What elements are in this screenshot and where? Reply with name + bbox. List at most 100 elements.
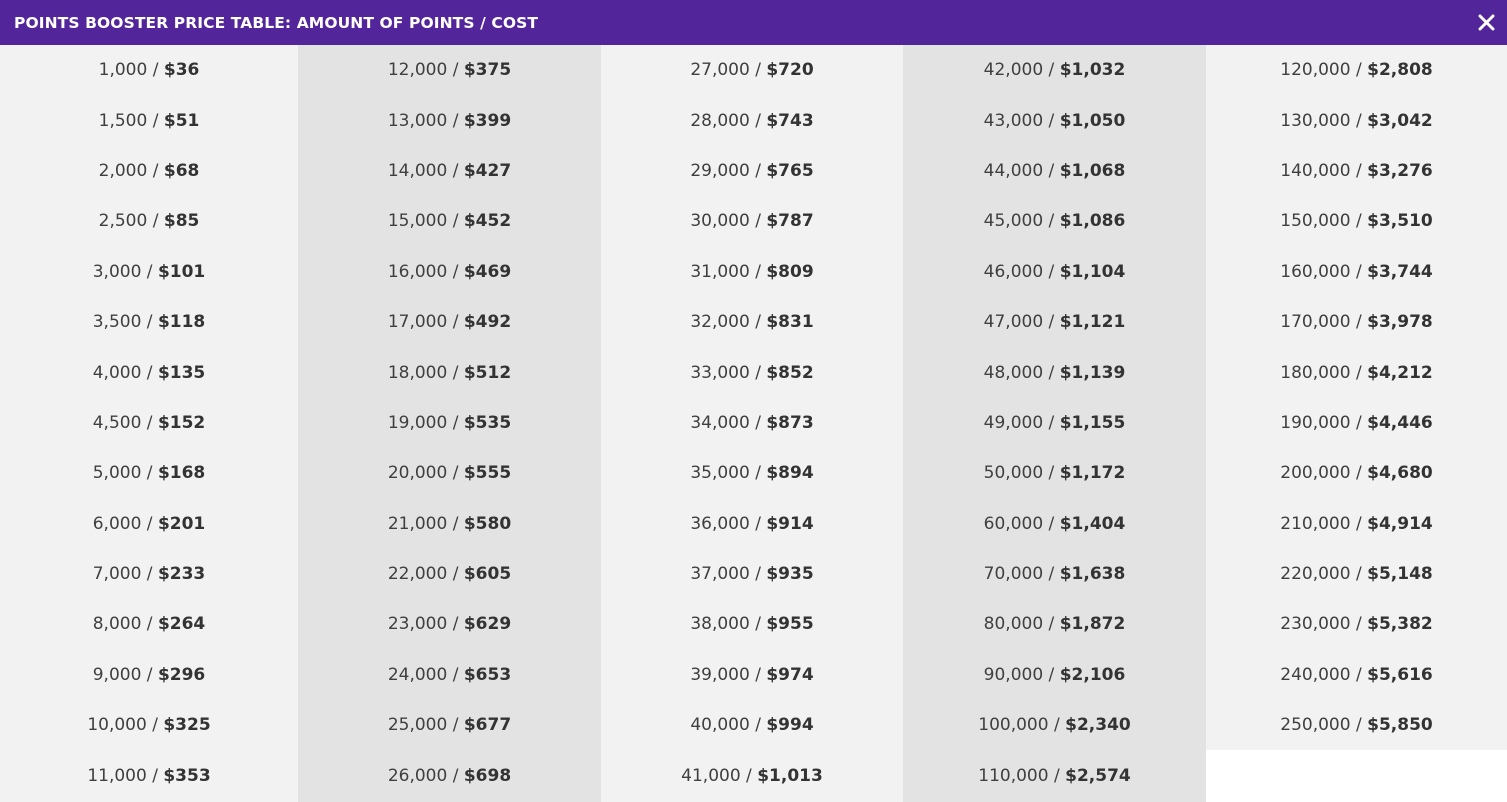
separator: / — [447, 664, 464, 685]
points-amount: 80,000 — [983, 614, 1044, 635]
cost-amount: $653 — [463, 664, 512, 685]
separator: / — [749, 211, 767, 232]
price-cell: 24,000 / $653 — [298, 650, 601, 700]
points-amount: 42,000 — [983, 60, 1044, 81]
cost-amount: $325 — [163, 715, 211, 736]
price-cell: 11,000 / $353 — [0, 750, 298, 800]
price-cell: 7,000 / $233 — [0, 549, 298, 599]
points-amount: 90,000 — [983, 664, 1044, 685]
separator: / — [447, 312, 464, 333]
separator: / — [147, 110, 164, 131]
cost-amount: $3,978 — [1367, 312, 1433, 333]
cost-amount: $201 — [157, 513, 206, 534]
separator: / — [749, 312, 767, 333]
points-amount: 35,000 — [690, 463, 750, 484]
separator: / — [1043, 412, 1060, 433]
separator: / — [447, 564, 464, 585]
points-amount: 27,000 — [690, 60, 750, 81]
separator: / — [1350, 362, 1368, 383]
separator: / — [749, 664, 767, 685]
points-amount: 210,000 — [1280, 513, 1351, 534]
price-cell: 28,000 / $743 — [601, 95, 903, 145]
points-amount: 60,000 — [983, 513, 1044, 534]
cost-amount: $375 — [463, 60, 512, 81]
separator: / — [1350, 110, 1368, 131]
cost-amount: $427 — [463, 160, 512, 181]
points-amount: 31,000 — [690, 261, 750, 282]
price-cell: 140,000 / $3,276 — [1206, 146, 1507, 196]
points-amount: 18,000 — [387, 362, 448, 383]
points-amount: 10,000 — [87, 715, 147, 736]
price-cell: 45,000 / $1,086 — [903, 196, 1206, 246]
points-amount: 130,000 — [1280, 110, 1351, 131]
separator: / — [141, 412, 158, 433]
cost-amount: $1,032 — [1059, 60, 1126, 81]
price-cell: 4,500 / $152 — [0, 398, 298, 448]
cost-amount: $914 — [766, 513, 814, 534]
cost-amount: $5,616 — [1367, 664, 1433, 685]
cost-amount: $264 — [157, 614, 206, 635]
price-grid: 1,000 / $36 1,500 / $51 2,000 / $68 2,500 /… — [0, 45, 1507, 802]
separator: / — [1350, 160, 1368, 181]
points-amount: 24,000 — [387, 664, 448, 685]
cost-amount: $452 — [463, 211, 512, 232]
points-amount: 70,000 — [983, 564, 1044, 585]
points-amount: 8,000 — [92, 614, 142, 635]
cost-amount: $809 — [766, 261, 814, 282]
separator: / — [1043, 463, 1060, 484]
points-amount: 40,000 — [690, 715, 750, 736]
price-cell: 90,000 / $2,106 — [903, 650, 1206, 700]
separator: / — [141, 362, 158, 383]
separator: / — [1043, 362, 1060, 383]
price-cell: 22,000 / $605 — [298, 549, 601, 599]
cost-amount: $1,638 — [1059, 564, 1126, 585]
points-amount: 41,000 — [681, 765, 741, 786]
separator: / — [141, 312, 158, 333]
price-cell: 4,000 / $135 — [0, 347, 298, 397]
price-cell: 6,000 / $201 — [0, 499, 298, 549]
cost-amount: $2,808 — [1367, 60, 1433, 81]
separator: / — [749, 60, 767, 81]
close-icon[interactable] — [1475, 12, 1497, 34]
separator: / — [147, 60, 164, 81]
price-cell: 2,000 / $68 — [0, 146, 298, 196]
price-cell: 33,000 / $852 — [601, 347, 903, 397]
points-amount: 23,000 — [387, 614, 448, 635]
points-amount: 11,000 — [87, 765, 147, 786]
cost-amount: $152 — [157, 412, 206, 433]
cost-amount: $535 — [463, 412, 512, 433]
price-cell: 42,000 / $1,032 — [903, 45, 1206, 95]
points-amount: 19,000 — [387, 412, 448, 433]
points-amount: 7,000 — [92, 564, 142, 585]
separator: / — [141, 513, 158, 534]
points-amount: 48,000 — [983, 362, 1044, 383]
cost-amount: $1,013 — [757, 765, 823, 786]
separator: / — [749, 463, 767, 484]
points-amount: 3,000 — [92, 261, 142, 282]
points-amount: 3,500 — [92, 312, 142, 333]
price-cell: 120,000 / $2,808 — [1206, 45, 1507, 95]
cost-amount: $4,212 — [1367, 362, 1433, 383]
separator: / — [447, 60, 464, 81]
points-amount: 220,000 — [1280, 564, 1351, 585]
price-cell: 25,000 / $677 — [298, 700, 601, 750]
separator: / — [1350, 60, 1368, 81]
points-amount: 1,000 — [98, 60, 148, 81]
price-cell: 44,000 / $1,068 — [903, 146, 1206, 196]
price-cell: 80,000 / $1,872 — [903, 599, 1206, 649]
points-amount: 150,000 — [1280, 211, 1351, 232]
points-amount: 30,000 — [690, 211, 750, 232]
price-cell: 200,000 / $4,680 — [1206, 448, 1507, 498]
separator: / — [749, 160, 767, 181]
points-amount: 29,000 — [690, 160, 750, 181]
separator: / — [1350, 312, 1368, 333]
points-amount: 26,000 — [387, 765, 448, 786]
points-amount: 9,000 — [92, 664, 142, 685]
cost-amount: $118 — [157, 312, 206, 333]
separator: / — [1043, 60, 1060, 81]
points-amount: 37,000 — [690, 564, 750, 585]
cost-amount: $698 — [463, 765, 512, 786]
points-amount: 14,000 — [387, 160, 448, 181]
cost-amount: $2,574 — [1065, 765, 1131, 786]
points-amount: 22,000 — [387, 564, 448, 585]
